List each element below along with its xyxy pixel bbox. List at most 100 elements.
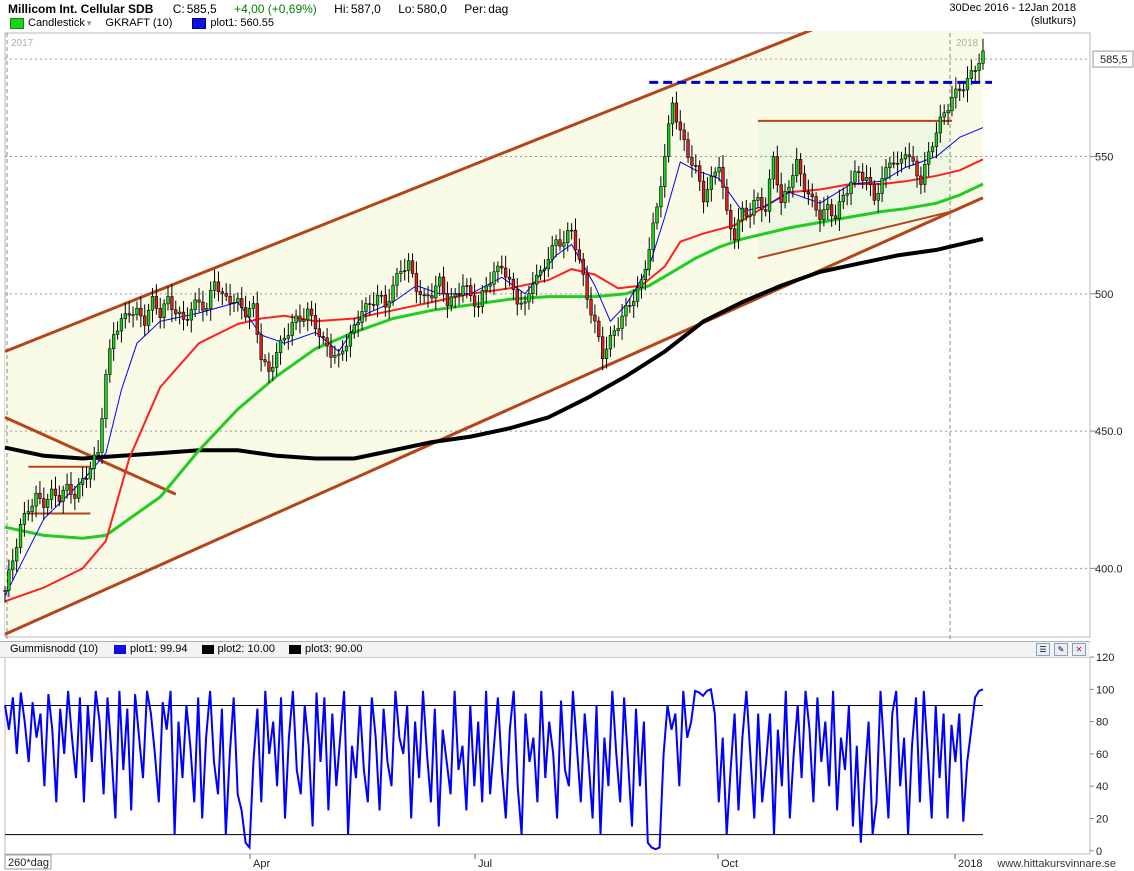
legend-gkraft[interactable]: GKRAFT (10) (105, 17, 173, 29)
candle-body (698, 165, 702, 182)
candle-body (84, 478, 89, 480)
candle-body (189, 309, 193, 321)
time-span-label: 260*dag (8, 857, 49, 869)
candle-body (348, 332, 353, 347)
candle-body (453, 293, 457, 298)
candle-body (841, 194, 845, 202)
candle-body (441, 276, 446, 295)
candle-body (608, 335, 613, 350)
candle-body (585, 274, 589, 300)
period-label: Per: (464, 2, 487, 16)
candle-body (80, 478, 85, 485)
candle-body (620, 315, 624, 329)
close-icon[interactable]: ✕ (1072, 643, 1086, 656)
osc-y-tick-label: 40 (1096, 781, 1108, 793)
candle-body (748, 214, 752, 217)
candle-body (764, 209, 768, 212)
list-icon[interactable]: ☰ (1036, 643, 1050, 656)
candle-body (406, 260, 411, 271)
candle-body (798, 159, 803, 175)
candle-body (193, 299, 197, 310)
legend-candlestick[interactable]: Candlestick (28, 17, 85, 29)
candle-body (961, 89, 966, 92)
osc-plot3-label[interactable]: plot3: 90.00 (305, 643, 363, 655)
trendline (4, 415, 177, 496)
candle-body (375, 294, 380, 306)
candle-body (872, 184, 876, 201)
chart-header: Millicom Int. Cellular SDB C: 585,5 +4,00… (0, 0, 1090, 31)
candle-body (181, 311, 186, 320)
candle-body (57, 495, 61, 502)
candle-body (185, 319, 190, 321)
change-value: +4,00 (+0,69%) (234, 2, 317, 16)
candle-body (119, 318, 124, 332)
candle-body (756, 197, 760, 201)
candle-body (457, 293, 461, 296)
candle-body (139, 307, 143, 317)
candle-body (278, 339, 283, 353)
candle-body (969, 70, 974, 79)
x-tick-label: 2018 (958, 858, 982, 870)
wrench-icon[interactable]: ✎ (1054, 643, 1068, 656)
candle-body (243, 307, 248, 318)
candle-body (410, 260, 415, 274)
candlesticks (3, 38, 985, 603)
candle-body (942, 112, 946, 118)
candle-body (864, 177, 869, 181)
candle-body (511, 278, 516, 290)
candle-body (736, 219, 741, 241)
candle-body (554, 239, 558, 246)
legend-plot1[interactable]: plot1: 560.55 (210, 17, 275, 29)
candle-body (558, 239, 562, 247)
candle-body (22, 512, 27, 525)
candle-body (383, 294, 387, 308)
candle-body (612, 330, 616, 336)
candle-body (337, 353, 341, 356)
candle-body (670, 102, 675, 125)
candle-body (317, 328, 322, 337)
candle-body (11, 560, 15, 571)
candle-body (647, 249, 651, 270)
candle-body (115, 330, 120, 335)
candle-body (368, 303, 372, 305)
indicator-header: Gummisnodd (10) plot1: 99.94 plot2: 10.0… (0, 641, 1090, 658)
candle-body (787, 186, 791, 192)
osc-plot1-label[interactable]: plot1: 99.94 (130, 643, 188, 655)
candle-body (938, 116, 942, 134)
candle-body (604, 348, 609, 360)
indicator-name[interactable]: Gummisnodd (10) (10, 643, 99, 655)
candle-body (465, 285, 469, 287)
low-label: Lo: (398, 2, 415, 16)
candle-body (651, 222, 655, 250)
candle-body (973, 70, 977, 72)
candle-body (892, 162, 896, 165)
candle-body (209, 290, 213, 309)
candle-body (833, 215, 838, 219)
candle-body (911, 156, 915, 162)
candle-body (162, 303, 166, 318)
candle-body (721, 167, 725, 188)
candle-body (30, 505, 34, 512)
candle-body (752, 200, 756, 216)
candle-body (108, 348, 112, 375)
candle-body (232, 302, 236, 304)
candlestick-swatch (10, 17, 24, 29)
candle-body (616, 328, 620, 332)
candle-body (294, 315, 298, 323)
osc-y-tick-label: 0 (1096, 846, 1102, 858)
candle-body (569, 229, 574, 232)
candle-body (632, 300, 636, 306)
chevron-down-icon[interactable]: ▾ (86, 17, 92, 28)
candle-body (954, 88, 958, 98)
candle-body (694, 165, 698, 167)
candle-body (313, 315, 318, 330)
candle-body (507, 276, 512, 280)
candle-body (158, 308, 162, 318)
candle-body (573, 229, 578, 251)
candle-body (65, 483, 69, 491)
osc-plot2-label[interactable]: plot2: 10.00 (217, 643, 276, 655)
candle-body (729, 210, 733, 230)
candle-body (732, 228, 737, 241)
candle-body (430, 295, 434, 299)
candle-body (112, 334, 116, 350)
